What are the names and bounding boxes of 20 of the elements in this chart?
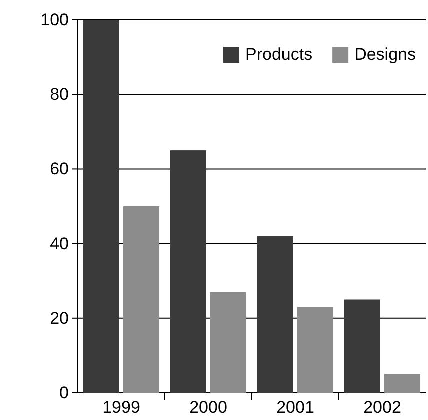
- bar: [384, 374, 421, 393]
- x-tick-label: 2002: [364, 398, 402, 417]
- bar: [210, 292, 247, 393]
- x-tick-label: 1999: [102, 398, 140, 417]
- y-tick-label: 100: [40, 10, 69, 30]
- x-tick-label: 2000: [190, 398, 228, 417]
- bar: [257, 236, 294, 393]
- x-tick-label: 2001: [276, 398, 314, 417]
- y-tick-label: 20: [50, 308, 69, 328]
- bar: [83, 20, 120, 393]
- legend-label: Designs: [354, 45, 416, 64]
- y-tick-label: 0: [60, 383, 69, 402]
- bar: [344, 300, 380, 393]
- y-tick-label: 40: [50, 234, 69, 254]
- y-tick-label: 80: [50, 85, 69, 104]
- y-tick-label: 60: [50, 160, 69, 179]
- bar: [298, 307, 334, 393]
- bar: [170, 150, 206, 393]
- legend-label: Products: [245, 45, 313, 64]
- bar: [124, 206, 160, 393]
